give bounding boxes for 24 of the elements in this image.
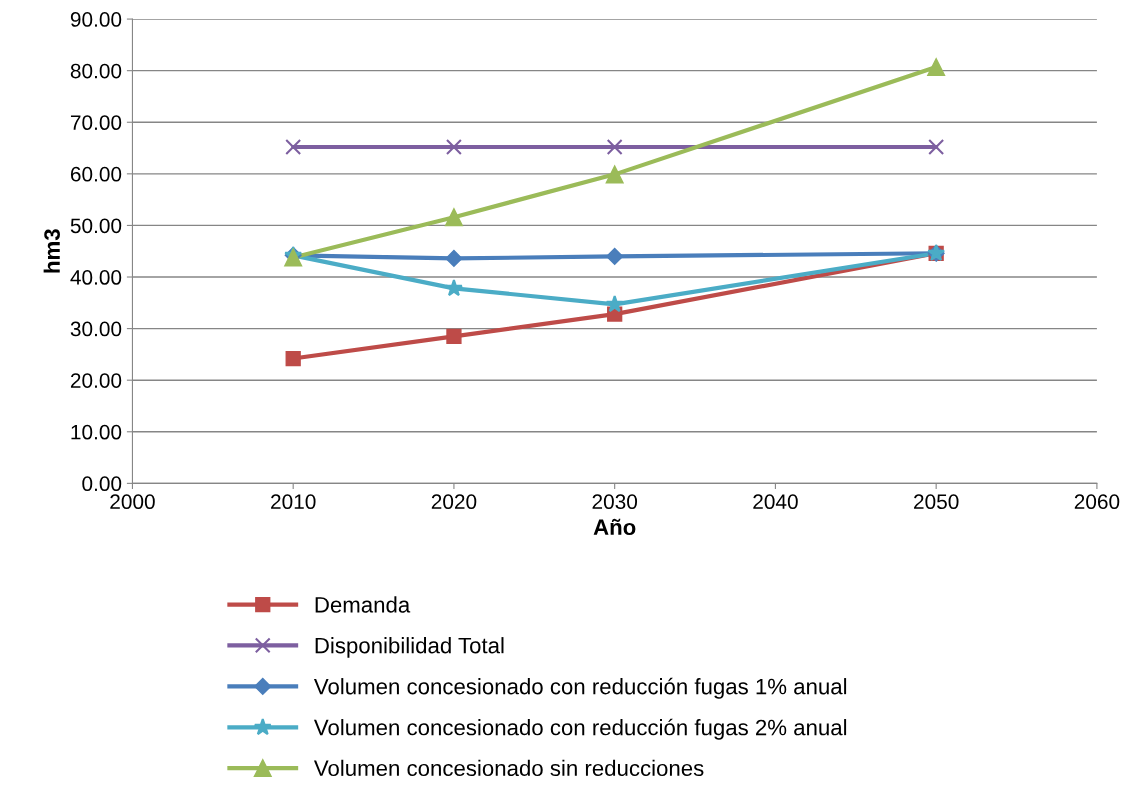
x-tick-label: 2000 <box>110 494 155 510</box>
y-tick-label: 10.00 <box>71 424 122 440</box>
y-tick-label: 60.00 <box>70 166 122 182</box>
y-tick-label: 0.00 <box>82 476 122 492</box>
x-axis-title: Año <box>593 518 636 536</box>
legend-label: Disponibilidad Total <box>315 637 504 658</box>
x-tick-label: 2010 <box>271 494 316 510</box>
legend-label: Volumen concesionado con reducción fugas 2% anual <box>313 718 847 740</box>
x-tick-label: 2060 <box>1074 494 1120 510</box>
x-tick-label: 2020 <box>431 494 477 510</box>
legend-label: Demanda <box>315 596 411 613</box>
y-tick-label: 80.00 <box>70 63 122 79</box>
y-tick-label: 50.00 <box>70 218 122 234</box>
x-tick-label: 2050 <box>914 494 959 510</box>
y-axis-title: hm3 <box>43 229 60 273</box>
x-tick-label: 2030 <box>592 494 638 510</box>
legend-label: Volumen concesionado sin reducciones <box>313 759 704 777</box>
y-tick-label: 30.00 <box>70 321 122 337</box>
y-tick-label: 90.00 <box>70 12 122 27</box>
legend-label: Volumen concesionado con reducción fugas 1% anual <box>313 677 847 699</box>
y-tick-label: 70.00 <box>70 115 122 131</box>
y-tick-label: 20.00 <box>70 373 122 388</box>
y-tick-label: 40.00 <box>70 270 122 285</box>
x-tick-label: 2040 <box>753 494 798 510</box>
